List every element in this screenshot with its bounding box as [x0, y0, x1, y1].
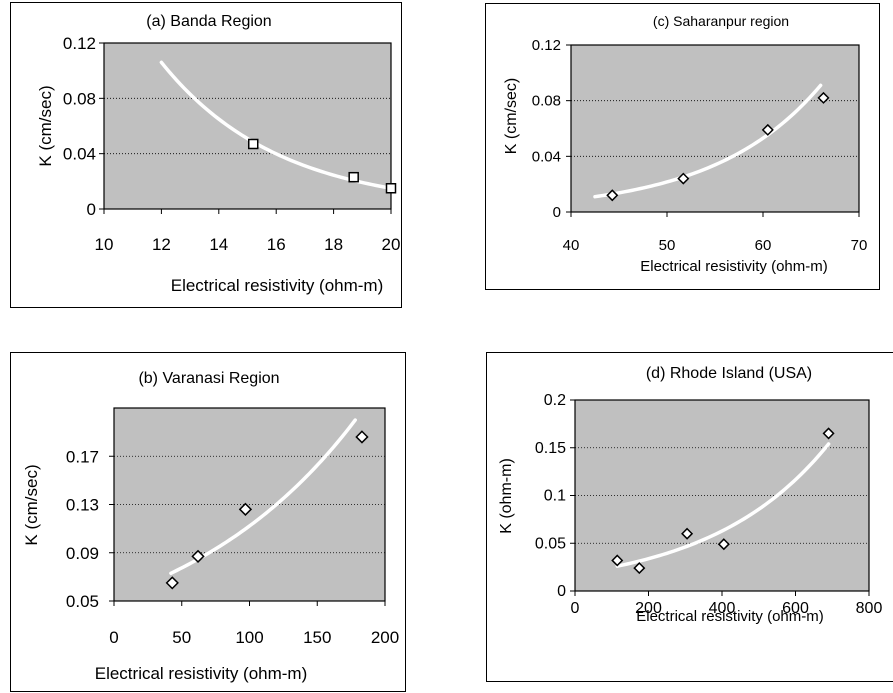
y-tick-label: 0.04: [63, 145, 96, 164]
y-tick-label: 0.1: [544, 488, 566, 505]
y-tick-label: 0.08: [63, 89, 96, 108]
plot-border: [570, 44, 860, 213]
y-axis-label: K (cm/sec): [36, 85, 55, 166]
data-point: [761, 123, 774, 136]
x-tick-label: 50: [659, 237, 676, 254]
data-point: [717, 538, 730, 551]
plot-area: [571, 45, 859, 212]
chart-d: 0 200 400 600 800 0 0.05 0.1 0.15 0.2 (d) Rhode Is…: [498, 365, 883, 625]
x-tick-label: 70: [851, 237, 868, 254]
data-point: [611, 554, 624, 567]
y-tick-label: 0.12: [532, 37, 561, 54]
x-axis-label: Electrical resistivity (ohm-m): [95, 664, 308, 683]
chart-panel-varanasi: 0 50 100 150 200 0.05 0.09 0.13 0.17 (b) Varanasi…: [10, 352, 406, 692]
y-tick-label: 0.12: [63, 34, 96, 53]
x-tick-label: 100: [235, 628, 263, 647]
chart-panel-rhode-island: 0 200 400 600 800 0 0.05 0.1 0.15 0.2 (d) Rhode Is…: [486, 352, 893, 682]
x-tick-label: 16: [267, 235, 286, 254]
y-tick-label: 0.05: [535, 535, 566, 552]
data-point: [677, 172, 690, 185]
x-tick-label: 14: [209, 235, 228, 254]
y-axis-label: K (cm/sec): [22, 464, 41, 545]
x-tick-label: 800: [856, 600, 883, 617]
x-tick-label: 50: [172, 628, 191, 647]
y-tick-label: 0.04: [532, 148, 561, 165]
chart-panel-banda: 10 12 14 16 18 20 0 0.04 0.08 0.12 (a) Banda Regio…: [10, 2, 402, 308]
plot-border: [103, 42, 392, 210]
y-tick-label: 0: [87, 200, 96, 219]
y-tick-label: 0: [553, 204, 561, 221]
chart-panel-saharanpur: 40 50 60 70 0 0.04 0.08 0.12 (c) Saharanpur regi…: [485, 3, 880, 290]
x-tick-label: 0: [571, 600, 580, 617]
x-tick-label: 12: [152, 235, 171, 254]
y-axis-label: K (cm/sec): [503, 78, 520, 154]
data-point: [606, 189, 619, 202]
trendline: [615, 442, 831, 568]
y-tick-label: 0.08: [532, 93, 561, 110]
data-point: [681, 527, 694, 540]
y-tick-label: 0.15: [535, 440, 566, 457]
x-tick-label: 150: [303, 628, 331, 647]
chart-title: (d) Rhode Island (USA): [646, 365, 812, 382]
x-tick-label: 0: [109, 628, 118, 647]
x-tick-label: 10: [95, 235, 114, 254]
data-point: [348, 171, 359, 183]
data-point: [238, 502, 253, 516]
y-tick-label: 0.05: [66, 592, 99, 611]
chart-title: (a) Banda Region: [146, 13, 271, 30]
x-tick-label: 60: [755, 237, 772, 254]
chart-title: (c) Saharanpur region: [653, 13, 789, 29]
chart-title: (b) Varanasi Region: [138, 370, 279, 387]
data-point: [355, 430, 369, 444]
chart-b: 0 50 100 150 200 0.05 0.09 0.13 0.17 (b) Varanasi…: [22, 370, 399, 683]
trendline: [593, 83, 823, 199]
data-point: [247, 138, 259, 150]
x-tick-label: 18: [324, 235, 343, 254]
data-point: [817, 91, 830, 104]
x-tick-label: 600: [782, 600, 809, 617]
x-axis-label: Electrical resistivity (ohm-m): [171, 276, 384, 295]
plot-area: [104, 43, 391, 209]
x-tick-label: 200: [635, 600, 662, 617]
y-tick-label: 0: [557, 583, 566, 600]
x-tick-label: 200: [371, 628, 399, 647]
data-point: [191, 549, 205, 564]
y-tick-label: 0.2: [544, 392, 566, 409]
x-axis-label: Electrical resistivity (ohm-m): [636, 608, 824, 625]
x-axis-label: Electrical resistivity (ohm-m): [640, 258, 828, 275]
y-axis-label: K (ohm-m): [498, 458, 515, 534]
y-tick-label: 0.17: [66, 447, 99, 466]
data-point: [165, 576, 179, 590]
x-tick-label: 20: [382, 235, 401, 254]
data-point: [385, 183, 397, 194]
chart-c: 40 50 60 70 0 0.04 0.08 0.12 (c) Saharanpur regi…: [503, 13, 868, 275]
y-tick-label: 0.13: [66, 496, 99, 515]
data-point: [822, 427, 835, 440]
data-point: [633, 562, 646, 575]
x-tick-label: 40: [563, 237, 580, 254]
y-tick-label: 0.09: [66, 544, 99, 563]
chart-a: 10 12 14 16 18 20 0 0.04 0.08 0.12 (a) Banda Regio…: [36, 13, 401, 295]
x-tick-label: 400: [709, 600, 736, 617]
